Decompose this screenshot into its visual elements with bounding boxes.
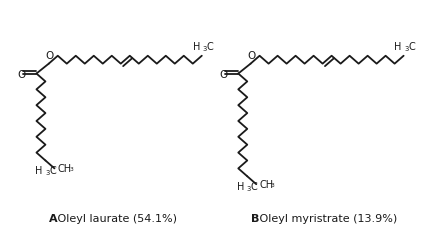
Text: CH: CH [57,164,72,174]
Text: B: B [251,214,259,224]
Text: O: O [248,51,256,61]
Text: H: H [193,42,200,52]
Text: CH: CH [259,180,273,190]
Text: O: O [46,51,54,61]
Text: $_3$C: $_3$C [202,40,215,54]
Text: $_3$C: $_3$C [246,180,259,194]
Text: H: H [35,166,43,176]
Text: O: O [219,70,227,79]
Text: $_3$: $_3$ [69,165,74,174]
Text: Oleyl laurate (54.1%): Oleyl laurate (54.1%) [55,214,178,224]
Text: O: O [17,70,26,79]
Text: $_3$C: $_3$C [403,40,417,54]
Text: H: H [237,182,245,192]
Text: Oleyl myristrate (13.9%): Oleyl myristrate (13.9%) [256,214,397,224]
Text: $_3$C: $_3$C [44,164,58,178]
Text: H: H [394,42,402,52]
Text: A: A [49,214,58,224]
Text: $_3$: $_3$ [271,181,276,190]
